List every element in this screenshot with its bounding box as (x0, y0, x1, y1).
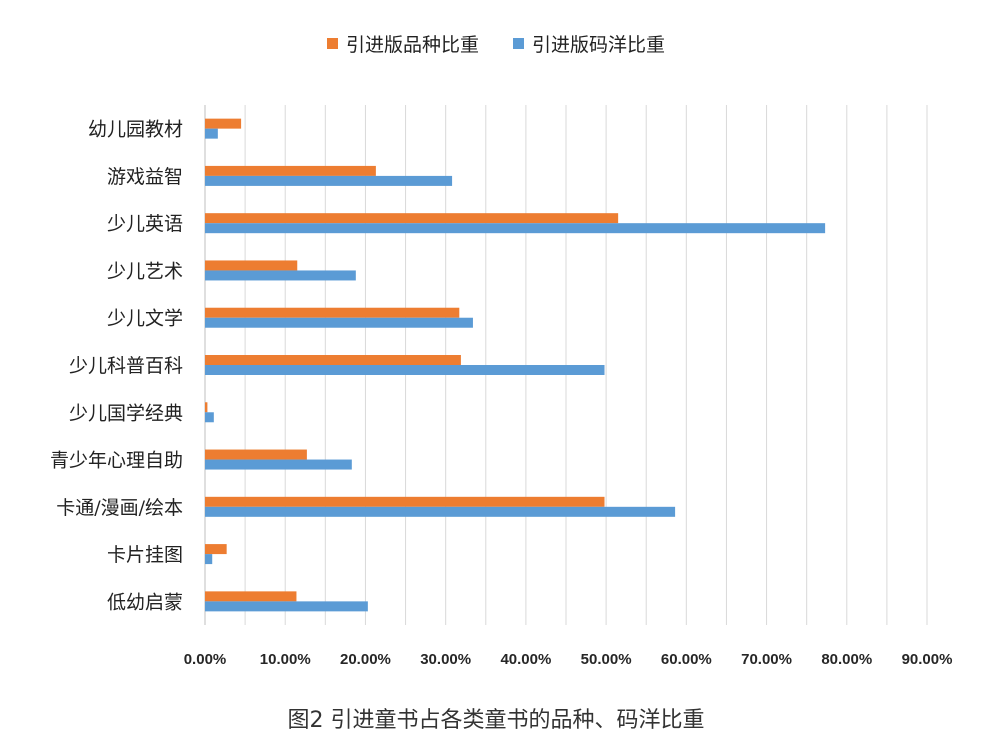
legend-swatch-value (513, 38, 524, 49)
legend-item-variety: 引进版品种比重 (326, 30, 479, 57)
x-tick-label: 30.00% (420, 651, 471, 668)
bar-value (205, 270, 356, 281)
bar-value (205, 365, 605, 375)
category-label: 少儿艺术 (107, 260, 183, 282)
bar-variety (205, 496, 605, 507)
x-tick-label: 70.00% (741, 651, 792, 668)
bar-value (205, 506, 676, 517)
category-label: 低幼启蒙 (107, 591, 183, 613)
bar-value (205, 317, 473, 328)
bar-value (205, 223, 826, 234)
x-tick-label: 80.00% (821, 651, 872, 668)
category-label: 游戏益智 (107, 166, 183, 188)
bar-value (205, 554, 213, 565)
bar-variety (205, 402, 208, 413)
category-label: 少儿英语 (107, 213, 183, 235)
legend-item-value: 引进版码洋比重 (513, 30, 665, 57)
category-label: 少儿文学 (107, 308, 183, 330)
category-label: 卡通/漫画/绘本 (56, 497, 183, 519)
legend-label-variety: 引进版品种比重 (345, 34, 479, 56)
x-tick-label: 40.00% (500, 651, 551, 668)
bar-variety (205, 118, 242, 129)
category-label: 少儿科普百科 (69, 355, 183, 377)
x-tick-label: 50.00% (581, 651, 632, 668)
bar-value (205, 601, 368, 612)
bar-variety (205, 165, 376, 176)
x-tick-label: 60.00% (661, 651, 712, 668)
bar-variety (205, 355, 461, 365)
x-tick-label: 0.00% (184, 651, 227, 668)
x-tick-label: 90.00% (902, 651, 953, 668)
legend-label-value: 引进版码洋比重 (532, 34, 666, 56)
bar-variety (205, 591, 297, 602)
bar-variety (205, 260, 298, 271)
category-label: 幼儿园教材 (88, 119, 183, 141)
bar-value (205, 412, 214, 423)
bar-variety (205, 544, 227, 555)
figure-caption: 图2 引进童书占各类童书的品种、码洋比重 (287, 708, 705, 733)
bar-variety (205, 449, 307, 460)
bar-value (205, 459, 352, 470)
x-tick-label: 20.00% (340, 651, 391, 668)
category-label: 卡片挂图 (107, 544, 183, 566)
x-tick-label: 10.00% (260, 651, 311, 668)
category-label: 少儿国学经典 (69, 402, 183, 424)
bar-variety (205, 213, 619, 224)
legend-swatch-variety (326, 38, 338, 49)
bar-variety (205, 307, 460, 318)
bar-value (205, 175, 453, 186)
category-label: 青少年心理自助 (50, 450, 183, 472)
bar-value (205, 128, 218, 139)
chart-legend: 引进版品种比重 引进版码洋比重 (0, 30, 992, 57)
